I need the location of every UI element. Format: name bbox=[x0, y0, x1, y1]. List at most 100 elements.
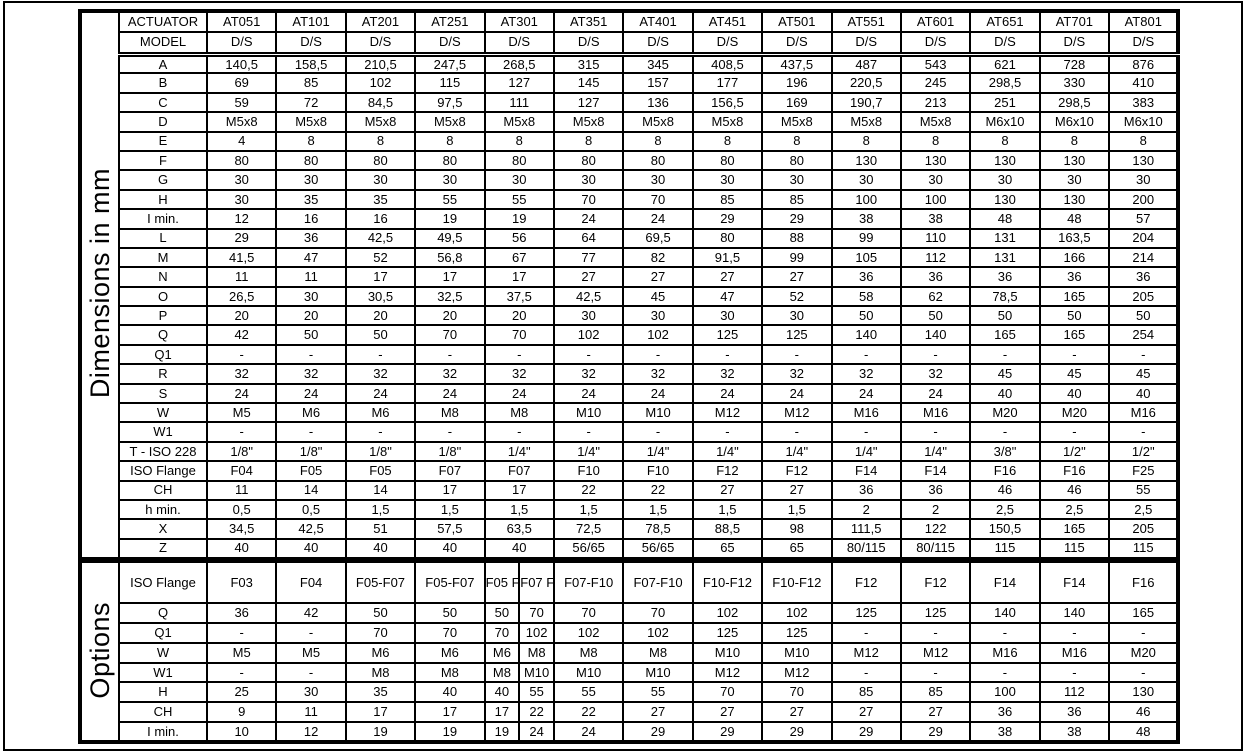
table-cell: 30 bbox=[691, 169, 764, 191]
table-cell: 102 bbox=[552, 621, 625, 644]
table-cell: 158,5 bbox=[275, 52, 347, 75]
table-cell: 50 bbox=[414, 602, 486, 624]
dimensions-section-label-cell: Dimensions in mm bbox=[79, 9, 120, 560]
table-cell: 42 bbox=[275, 602, 347, 624]
table-cell: 32 bbox=[344, 363, 417, 385]
row-label: M bbox=[118, 246, 208, 269]
table-cell: 80/115 bbox=[830, 537, 902, 560]
table-row: CH 11 14 14 17 17 22 22 27 27 36 36 46 46 55 bbox=[80, 479, 1180, 502]
table-cell: - bbox=[899, 621, 972, 644]
table-cell: 65 bbox=[761, 537, 833, 560]
row-label: C bbox=[118, 91, 208, 114]
table-cell: 40 bbox=[414, 681, 486, 704]
table-cell: F14 bbox=[899, 460, 972, 482]
table-cell: 36 bbox=[275, 227, 347, 249]
table-cell: 102 bbox=[344, 72, 417, 94]
table-cell: 19 bbox=[414, 208, 486, 230]
table-cell: F04 bbox=[205, 460, 278, 482]
table-cell: 131 bbox=[969, 246, 1041, 269]
table-cell: - bbox=[899, 421, 972, 443]
table-cell: 125 bbox=[691, 621, 764, 644]
table-cell: M5x8 bbox=[344, 111, 417, 133]
table-cell: 30,5 bbox=[344, 285, 417, 308]
table-cell: 410 bbox=[1108, 72, 1180, 94]
table-cell: F05 F07 bbox=[483, 560, 521, 605]
table-cell: F07 bbox=[414, 460, 486, 482]
table-cell: M12 bbox=[691, 661, 764, 684]
table-cell: 40 bbox=[483, 537, 555, 560]
table-row: W1- - M8 M8 M8 M10 M10 M10 M12 M12- - - - - bbox=[80, 661, 1180, 684]
table-cell: 100 bbox=[899, 188, 972, 211]
table-cell: - bbox=[969, 421, 1041, 443]
table-cell: 22 bbox=[552, 479, 625, 502]
table-cell: M5 bbox=[275, 641, 347, 664]
table-cell: - bbox=[1038, 621, 1111, 644]
table-cell: 17 bbox=[344, 701, 417, 723]
table-cell: 9 bbox=[205, 701, 278, 723]
table-cell: 210,5 bbox=[344, 52, 417, 75]
table-cell: 34,5 bbox=[205, 518, 278, 540]
table-cell: M20 bbox=[1108, 641, 1180, 664]
table-cell: - bbox=[761, 421, 833, 443]
table-cell: 8 bbox=[899, 130, 972, 152]
row-label: I min. bbox=[118, 720, 208, 743]
model-value-cell: D/S bbox=[899, 31, 972, 57]
row-label: Z bbox=[118, 537, 208, 560]
table-cell: 38 bbox=[830, 208, 902, 230]
table-cell: - bbox=[483, 343, 555, 366]
table-cell: - bbox=[205, 343, 278, 366]
table-cell: 166 bbox=[1038, 246, 1111, 269]
table-cell: 80 bbox=[622, 149, 694, 172]
table-cell: 22 bbox=[518, 701, 555, 723]
table-cell: 130 bbox=[1108, 681, 1180, 704]
table-cell: 204 bbox=[1108, 227, 1180, 249]
table-cell: - bbox=[275, 421, 347, 443]
row-label: Q1 bbox=[118, 343, 208, 366]
table-cell: 46 bbox=[1108, 701, 1180, 723]
model-value-cell: D/S bbox=[622, 31, 694, 57]
table-cell: 110 bbox=[899, 227, 972, 249]
table-cell: 27 bbox=[622, 266, 694, 288]
table-cell: 40 bbox=[344, 537, 417, 560]
table-row: X 34,5 42,5 51 57,5 63,5 72,5 78,5 88,5 98 111,5 12… bbox=[80, 518, 1180, 540]
table-cell: - bbox=[830, 421, 902, 443]
table-row: C 59 72 84,5 97,5 111 127 136 156,5 169 190,7 213 25… bbox=[80, 91, 1180, 114]
table-cell: 80/115 bbox=[899, 537, 972, 560]
table-cell: 38 bbox=[969, 720, 1041, 743]
table-cell: 91,5 bbox=[691, 246, 764, 269]
table-row: h min. 0,5 0,5 1,5 1,5 1,5 1,5 1,5 1,5 1,5 2 2 2,5 2,… bbox=[80, 498, 1180, 521]
row-label: N bbox=[118, 266, 208, 288]
table-cell: M5x8 bbox=[761, 111, 833, 133]
table-row: CH 9 11 17 17 17 22 22 27 27 27 27 27 36 36 46 bbox=[80, 701, 1180, 723]
table-cell: 125 bbox=[761, 324, 833, 346]
table-cell: 12 bbox=[275, 720, 347, 743]
row-label: F bbox=[118, 149, 208, 172]
table-cell: 45 bbox=[622, 285, 694, 308]
row-label: S bbox=[118, 382, 208, 405]
model-value-cell: D/S bbox=[1038, 31, 1111, 57]
table-cell: 8 bbox=[483, 130, 555, 152]
row-label: Q bbox=[118, 602, 208, 624]
table-cell: 125 bbox=[899, 602, 972, 624]
column-header-at601: AT601 bbox=[899, 10, 972, 33]
table-cell: 1,5 bbox=[761, 498, 833, 521]
table-cell: 70 bbox=[344, 621, 417, 644]
column-header-at501: AT501 bbox=[761, 10, 833, 33]
row-label: O bbox=[118, 285, 208, 308]
table-cell: F05-F07 bbox=[414, 560, 486, 605]
table-cell: 30 bbox=[275, 681, 347, 704]
table-cell: 36 bbox=[205, 602, 278, 624]
table-cell: 298,5 bbox=[1038, 91, 1111, 114]
table-cell: 40 bbox=[969, 382, 1041, 405]
table-cell: 80 bbox=[552, 149, 625, 172]
table-cell: 131 bbox=[969, 227, 1041, 249]
table-cell: 32 bbox=[899, 363, 972, 385]
table-cell: 1,5 bbox=[622, 498, 694, 521]
table-cell: M10 bbox=[518, 661, 555, 684]
table-cell: 40 bbox=[205, 537, 278, 560]
table-cell: M10 bbox=[622, 402, 694, 424]
table-cell: 29 bbox=[691, 208, 764, 230]
table-cell: 876 bbox=[1108, 52, 1180, 75]
table-cell: 125 bbox=[691, 324, 764, 346]
